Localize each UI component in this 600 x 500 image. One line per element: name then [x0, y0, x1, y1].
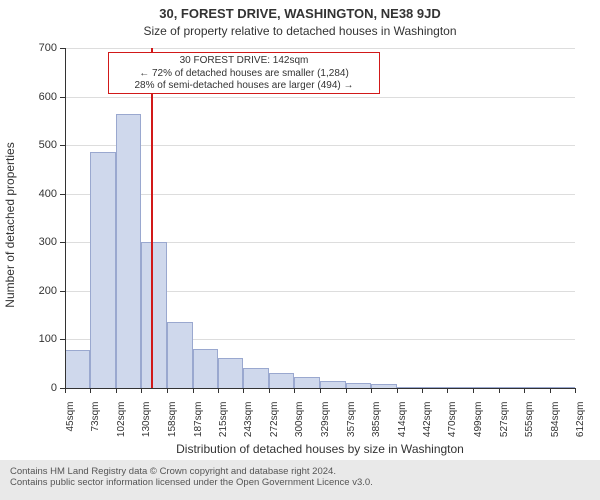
callout-line2: ← 72% of detached houses are smaller (1,… — [113, 68, 375, 81]
y-axis-line — [65, 48, 66, 388]
histogram-bar — [116, 114, 141, 388]
reference-line — [151, 48, 153, 388]
x-tick-label: 612sqm — [575, 402, 586, 452]
x-axis-label-text: Distribution of detached houses by size … — [176, 442, 464, 456]
plot-area: 010020030040050060070045sqm73sqm102sqm13… — [65, 48, 575, 388]
callout-box: 30 FOREST DRIVE: 142sqm← 72% of detached… — [108, 52, 380, 94]
y-tick-label: 600 — [25, 91, 57, 103]
histogram-bar — [167, 322, 193, 388]
grid-line — [65, 97, 575, 98]
y-tick-label: 700 — [25, 42, 57, 54]
y-tick-label: 500 — [25, 139, 57, 151]
x-axis-label: Distribution of detached houses by size … — [65, 442, 575, 456]
grid-line — [65, 48, 575, 49]
histogram-bar — [294, 377, 320, 388]
callout-line1: 30 FOREST DRIVE: 142sqm — [113, 55, 375, 68]
histogram-bar — [193, 349, 218, 388]
histogram-bar — [320, 381, 345, 388]
callout-line3: 28% of semi-detached houses are larger (… — [113, 80, 375, 93]
grid-line — [65, 194, 575, 195]
title-line2: Size of property relative to detached ho… — [143, 24, 456, 38]
histogram-bar — [65, 350, 90, 388]
chart-subtitle: Size of property relative to detached ho… — [0, 24, 600, 38]
histogram-bar — [218, 358, 243, 388]
y-tick-label: 400 — [25, 188, 57, 200]
histogram-bar — [243, 368, 269, 388]
histogram-bar — [141, 242, 166, 388]
chart-container: 30, FOREST DRIVE, WASHINGTON, NE38 9JD S… — [0, 0, 600, 500]
grid-line — [65, 145, 575, 146]
y-tick-label: 100 — [25, 333, 57, 345]
title-line1: 30, FOREST DRIVE, WASHINGTON, NE38 9JD — [159, 6, 441, 21]
y-tick-label: 0 — [25, 382, 57, 394]
x-axis-line — [65, 388, 575, 389]
x-tick-mark — [575, 388, 576, 393]
y-tick-label: 300 — [25, 236, 57, 248]
y-tick-label: 200 — [25, 285, 57, 297]
histogram-bar — [90, 152, 116, 388]
histogram-bar — [269, 373, 294, 388]
attribution-footer: Contains HM Land Registry data © Crown c… — [0, 460, 600, 500]
footer-line1: Contains HM Land Registry data © Crown c… — [10, 466, 600, 477]
footer-line2: Contains public sector information licen… — [10, 477, 600, 488]
chart-title: 30, FOREST DRIVE, WASHINGTON, NE38 9JD — [0, 6, 600, 22]
y-axis-label-text: Number of detached properties — [3, 142, 17, 307]
